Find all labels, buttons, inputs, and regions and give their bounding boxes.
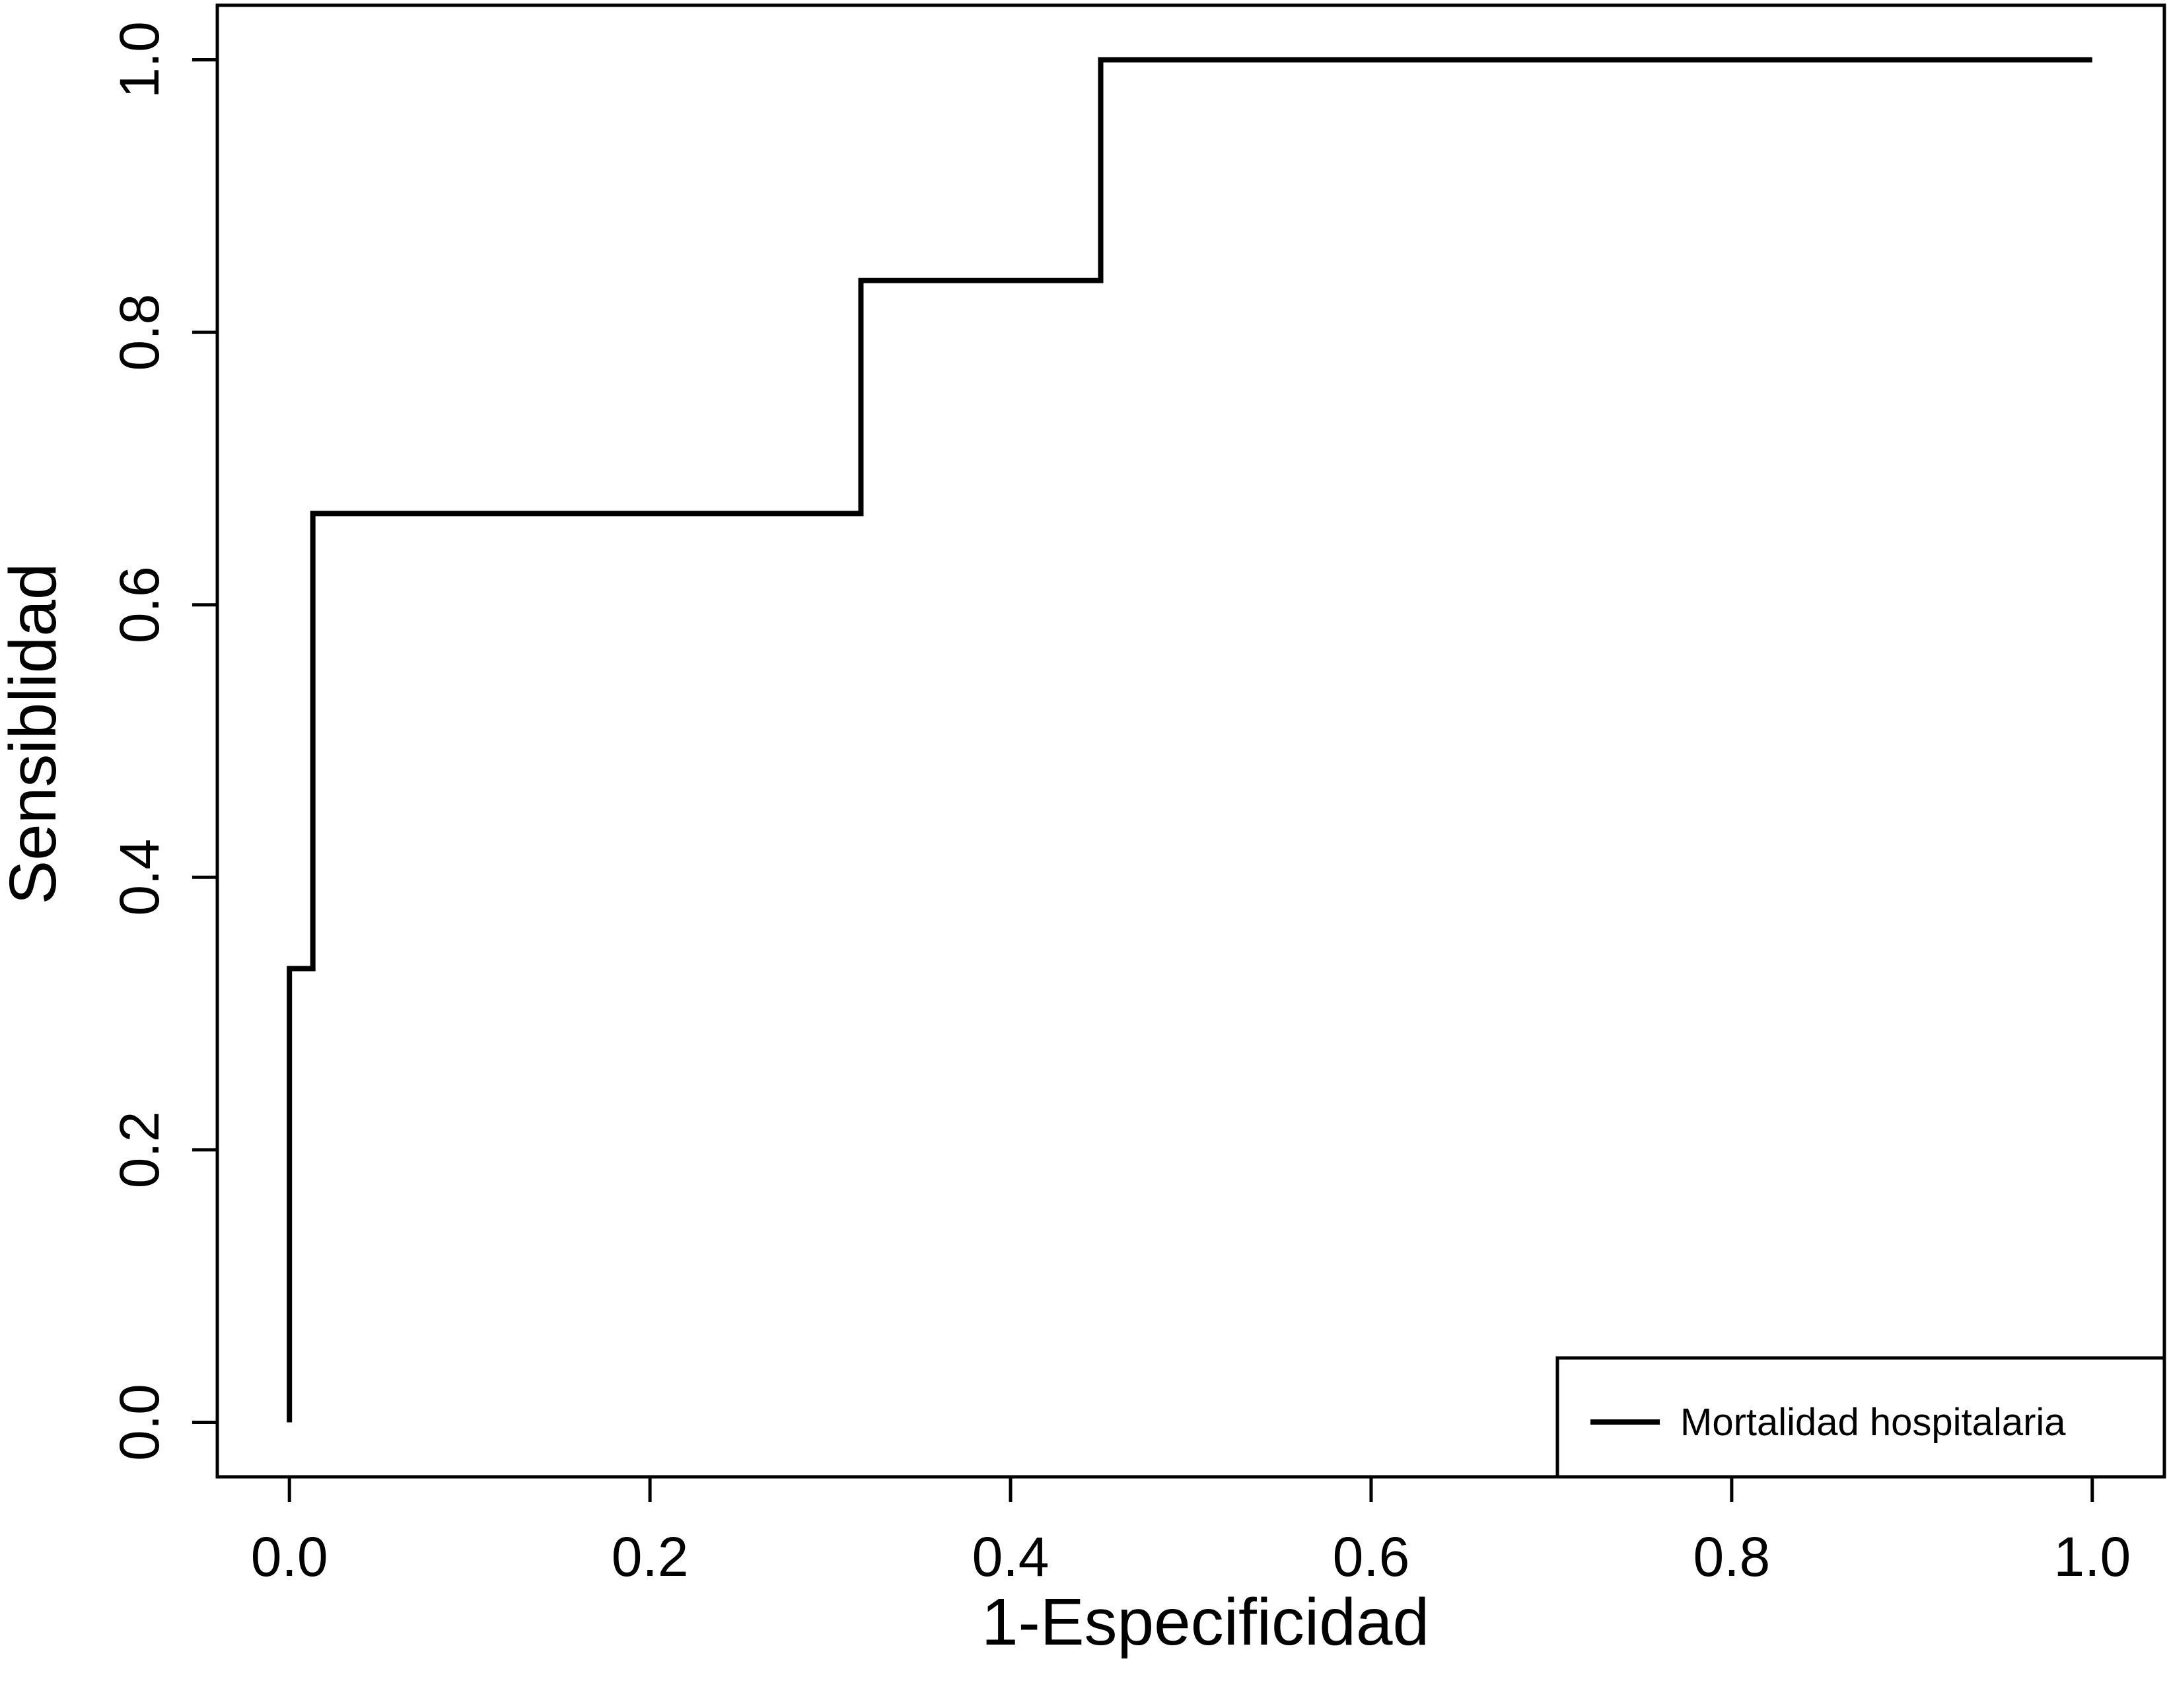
y-tick-label: 0.6 — [108, 566, 170, 643]
y-tick-label: 0.2 — [108, 1111, 170, 1188]
y-tick-label: 0.4 — [108, 839, 170, 916]
legend-box — [1555, 1356, 2166, 1479]
x-tick-label: 1.0 — [2053, 1526, 2131, 1588]
y-tick-label: 0.8 — [108, 294, 170, 371]
x-tick-label: 0.8 — [1693, 1526, 1770, 1588]
x-tick-label: 0.6 — [1333, 1526, 1410, 1588]
y-axis-label: Sensiblidad — [0, 563, 70, 904]
y-tick-label: 0.0 — [108, 1384, 170, 1461]
x-tick-label: 0.2 — [612, 1526, 689, 1588]
legend-label: Mortalidad hospitalaria — [1680, 1401, 2066, 1444]
y-tick-label: 1.0 — [108, 21, 170, 98]
x-tick-label: 0.0 — [251, 1526, 328, 1588]
x-axis-label: 1-Especificidad — [981, 1585, 1429, 1659]
x-tick-label: 0.4 — [972, 1526, 1049, 1588]
roc-line — [287, 57, 2092, 1423]
